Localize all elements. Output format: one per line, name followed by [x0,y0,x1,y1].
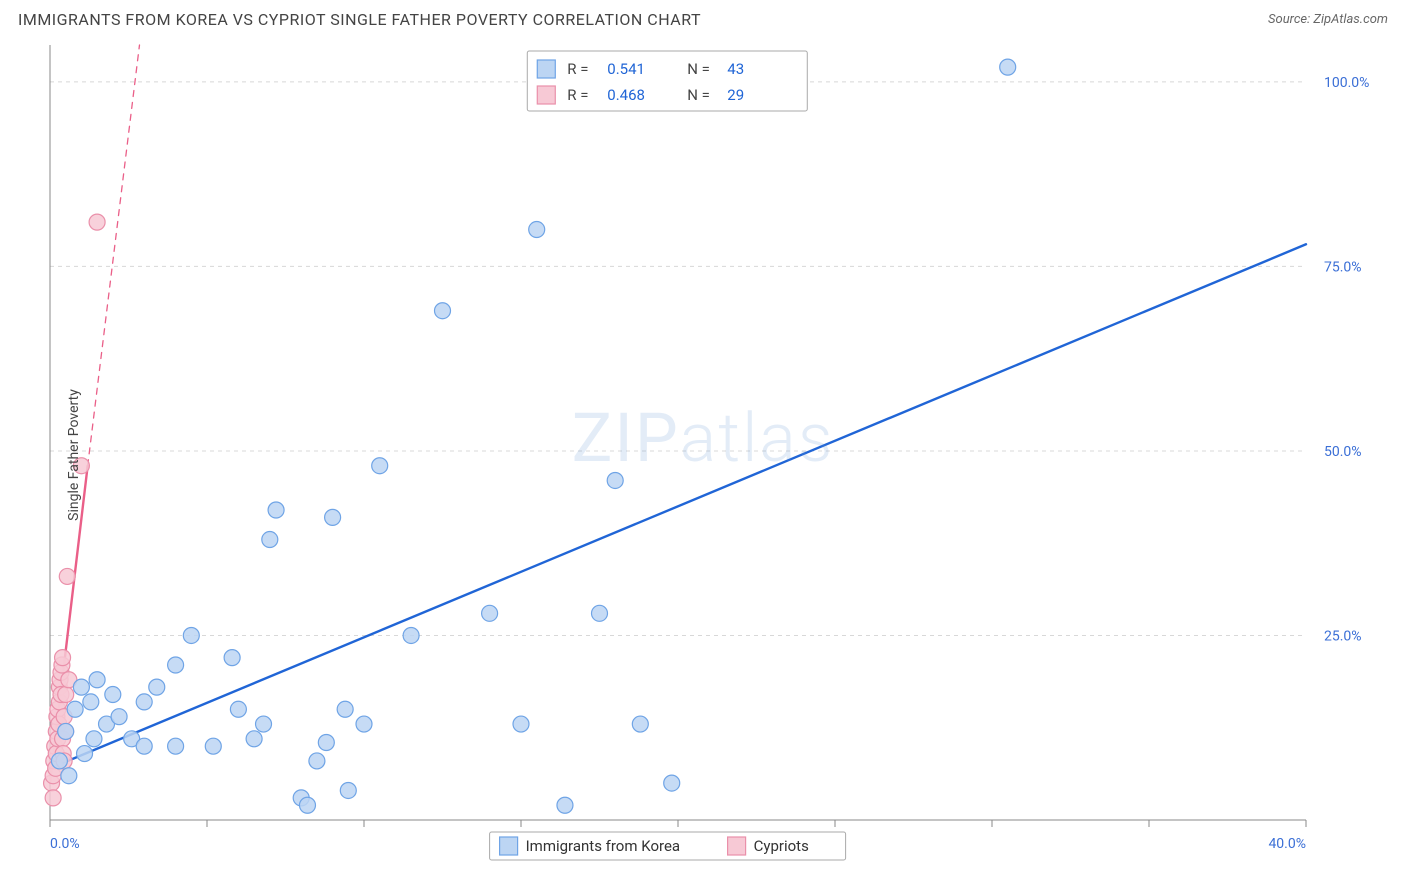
svg-text:N =: N = [687,60,710,78]
svg-text:R =: R = [567,86,588,104]
svg-text:Immigrants from Korea: Immigrants from Korea [526,837,680,855]
svg-text:75.0%: 75.0% [1324,259,1362,275]
chart-area: Single Father Poverty ZIPatlas 0.0%40.0%… [0,35,1406,875]
chart-source: Source: ZipAtlas.com [1268,12,1388,27]
svg-text:R =: R = [567,60,588,78]
svg-text:40.0%: 40.0% [1268,836,1306,852]
svg-text:0.541: 0.541 [607,60,645,78]
chart-title: IMMIGRANTS FROM KOREA VS CYPRIOT SINGLE … [18,10,701,29]
svg-text:29: 29 [727,86,744,104]
y-axis-label: Single Father Poverty [66,389,82,521]
scatter-plot: 0.0% 40.0% 25.0% 50.0% 75.0% 100.0% R = 0.541 N … [0,35,1406,875]
chart-header: IMMIGRANTS FROM KOREA VS CYPRIOT SINGLE … [0,0,1406,35]
svg-text:N =: N = [687,86,710,104]
svg-text:Cypriots: Cypriots [754,837,809,855]
svg-text:43: 43 [727,60,744,78]
svg-text:50.0%: 50.0% [1324,444,1362,460]
svg-text:100.0%: 100.0% [1324,75,1369,91]
svg-text:25.0%: 25.0% [1324,628,1362,644]
svg-text:0.468: 0.468 [607,86,645,104]
svg-text:0.0%: 0.0% [50,836,80,852]
